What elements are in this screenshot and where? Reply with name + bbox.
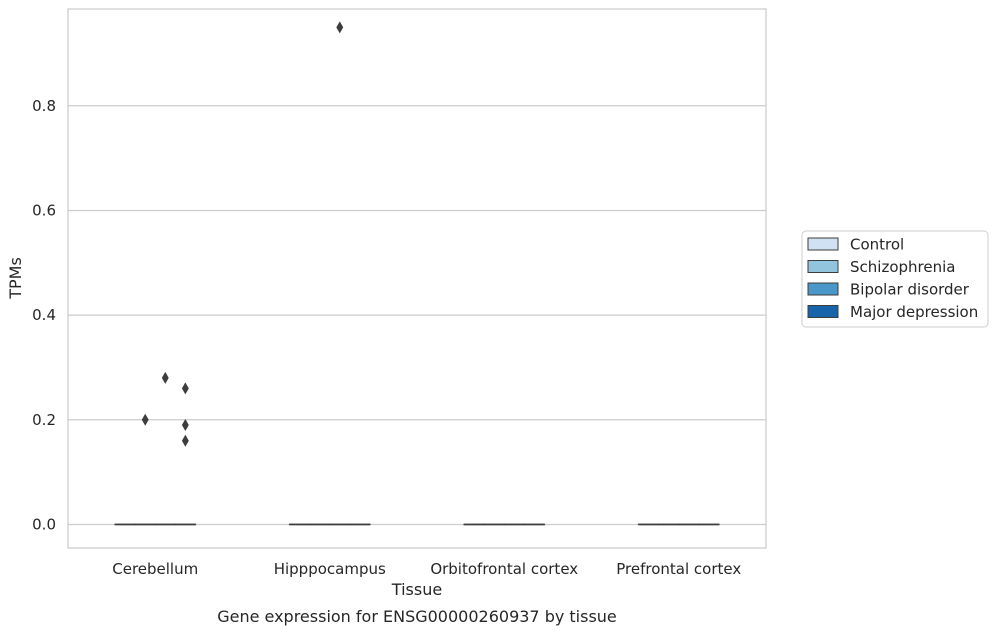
y-tick-label: 0.8: [32, 97, 56, 115]
chart-caption: Gene expression for ENSG00000260937 by t…: [217, 607, 617, 626]
x-axis-label: Tissue: [391, 580, 442, 599]
y-tick-label: 0.2: [32, 411, 56, 429]
legend-items: Control Schizophrenia Bipolar disorder Majo…: [807, 236, 978, 321]
legend-swatch: [807, 260, 839, 273]
outlier-point: [181, 419, 189, 432]
y-axis-label: TPMs: [6, 257, 25, 300]
x-tick-label: Orbitofrontal cortex: [430, 560, 578, 578]
x-tick-label: Cerebellum: [112, 560, 198, 578]
plot-frame: [67, 8, 767, 549]
outlier-points: [141, 21, 344, 447]
y-tick-label: 0.6: [32, 201, 56, 219]
y-tick-label: 0.4: [32, 306, 56, 324]
legend-swatch: [807, 305, 839, 318]
legend: Control Schizophrenia Bipolar disorder Majo…: [801, 230, 989, 328]
legend-swatch: [807, 237, 839, 251]
x-tick-label: Hipppocampus: [274, 560, 386, 578]
legend-label: Control: [850, 236, 904, 254]
outlier-point: [141, 413, 149, 426]
y-tick-labels: 0.0 0.2 0.4 0.6 0.8: [32, 97, 56, 534]
legend-label: Bipolar disorder: [850, 281, 970, 299]
legend-frame: [801, 230, 989, 328]
x-tick-labels: Cerebellum Hipppocampus Orbitofrontal cort…: [112, 560, 741, 578]
y-tick-label: 0.0: [32, 515, 56, 533]
outlier-point: [181, 382, 189, 395]
legend-label: Schizophrenia: [850, 258, 955, 276]
legend-label: Major depression: [850, 303, 978, 321]
outlier-point: [181, 434, 189, 447]
outlier-point: [161, 371, 169, 384]
outlier-point: [336, 21, 344, 34]
legend-swatch: [807, 282, 839, 296]
x-tick-label: Prefrontal cortex: [616, 560, 741, 578]
